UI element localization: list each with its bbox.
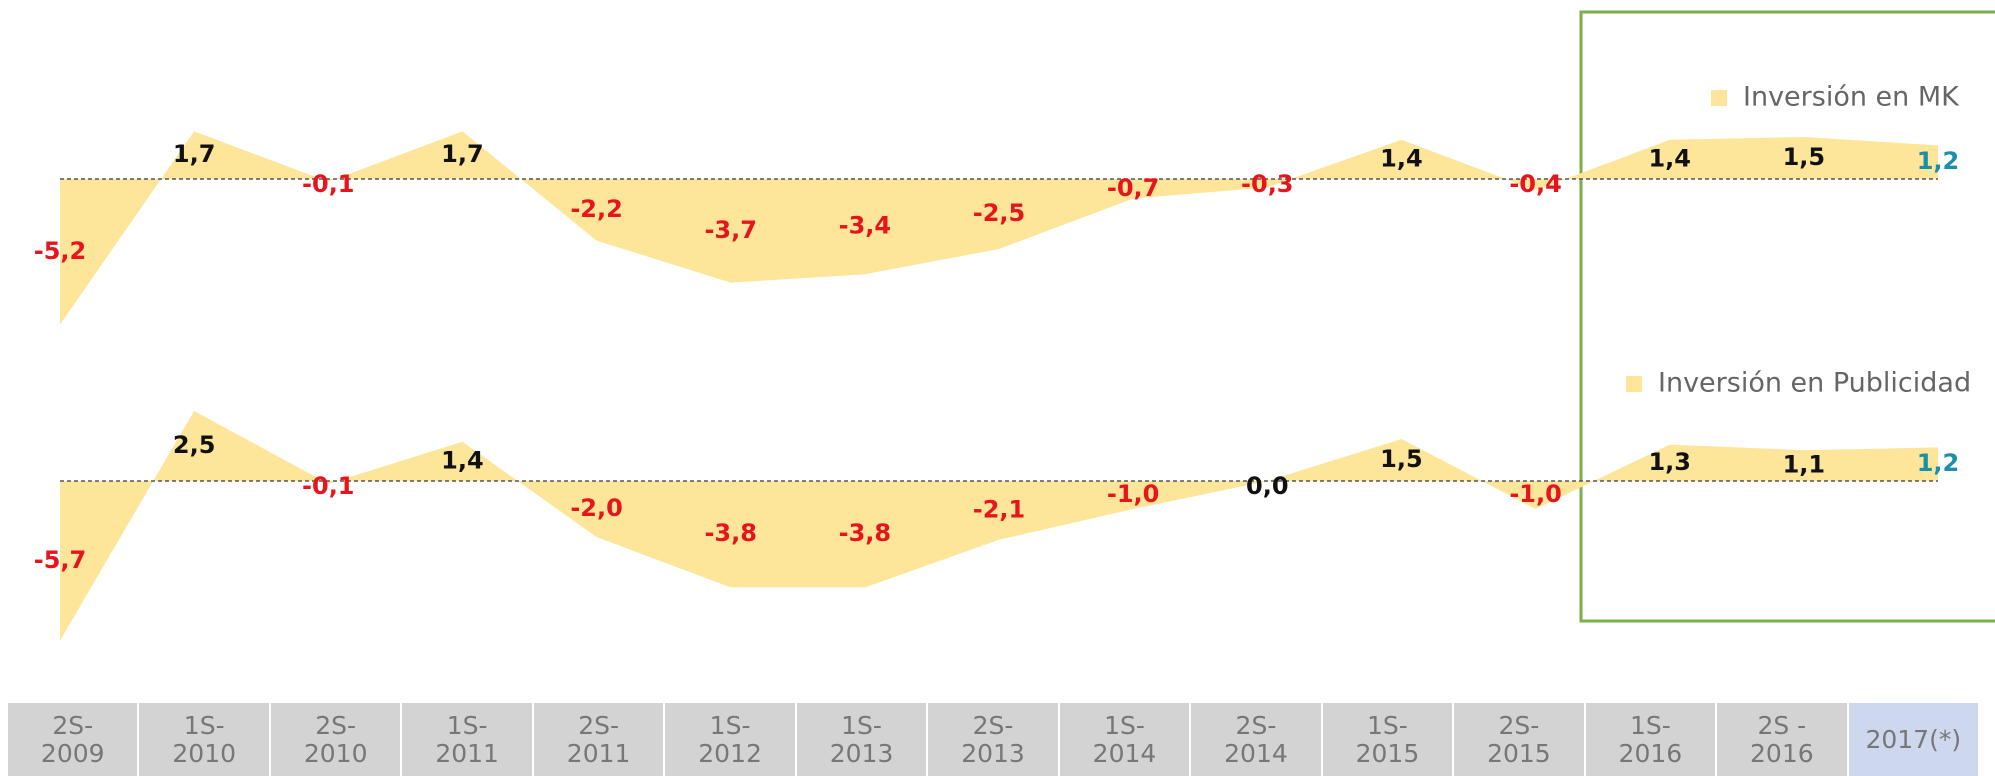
category-label: 2S- 2011 [533,703,664,776]
value-label: -5,2 [34,237,86,265]
value-label: -2,2 [570,195,622,223]
category-axis: 2S- 2009 1S- 2010 2S- 2010 1S- 2011 2S- 2011… [8,703,1979,776]
value-label: -3,8 [704,519,756,547]
legend-swatch [1626,376,1642,392]
forecast-box [1579,10,1995,623]
legend-swatch [1711,90,1727,106]
value-label: -0,1 [302,472,354,500]
legend-label: Inversión en Publicidad [1658,368,1971,399]
value-label: 1,5 [1783,143,1826,171]
value-label: 1,4 [1380,144,1423,172]
value-label: 1,7 [441,140,484,168]
value-label: 1,4 [1648,144,1691,172]
value-label: -2,5 [973,199,1025,227]
category-label: 2S- 2010 [270,703,401,776]
category-label: 2S- 2013 [928,703,1058,776]
value-label: -0,3 [1241,170,1293,198]
value-label: -3,4 [839,212,891,240]
value-label: 1,2 [1917,147,1960,175]
legend-label: Inversión en MK [1743,82,1960,113]
value-label: -0,7 [1107,174,1159,202]
category-label: 2S- 2015 [1454,703,1584,776]
category-label: 2S- 2009 [8,703,138,776]
value-label: -1,0 [1107,480,1159,508]
area [60,411,1938,641]
value-label: -5,7 [34,546,86,574]
value-label: 1,5 [1380,445,1423,473]
category-label: 1S- 2011 [402,703,532,776]
category-label: 2017(*) [1848,703,1979,776]
category-label: 1S- 2016 [1585,703,1716,776]
category-label: 2S- 2014 [1191,703,1321,776]
category-label: 1S- 2015 [1322,703,1453,776]
value-label: -0,4 [1509,170,1561,198]
category-label: 1S- 2012 [665,703,795,776]
value-label: 1,4 [441,446,484,474]
value-label: 0,0 [1246,472,1289,500]
category-label: 2S - 2016 [1717,703,1847,776]
value-label: -2,1 [973,495,1025,523]
category-label: 1S- 2013 [796,703,927,776]
category-label: 1S- 2010 [139,703,269,776]
value-label: -2,0 [570,494,622,522]
value-label: -3,8 [839,519,891,547]
category-label: 1S- 2014 [1059,703,1190,776]
value-label: 1,2 [1917,449,1960,477]
value-label: -1,0 [1509,480,1561,508]
value-label: 1,3 [1648,448,1691,476]
value-label: -3,7 [704,216,756,244]
value-label: -0,1 [302,170,354,198]
chart: -5,2 1,7 -0,1 1,7 -2,2 -3,7 -3,4 -2,5 -0,7 -0,3 1,… [34,10,1995,641]
value-label: 1,1 [1783,451,1826,479]
value-label: 1,7 [173,140,216,168]
value-label: 2,5 [173,431,216,459]
